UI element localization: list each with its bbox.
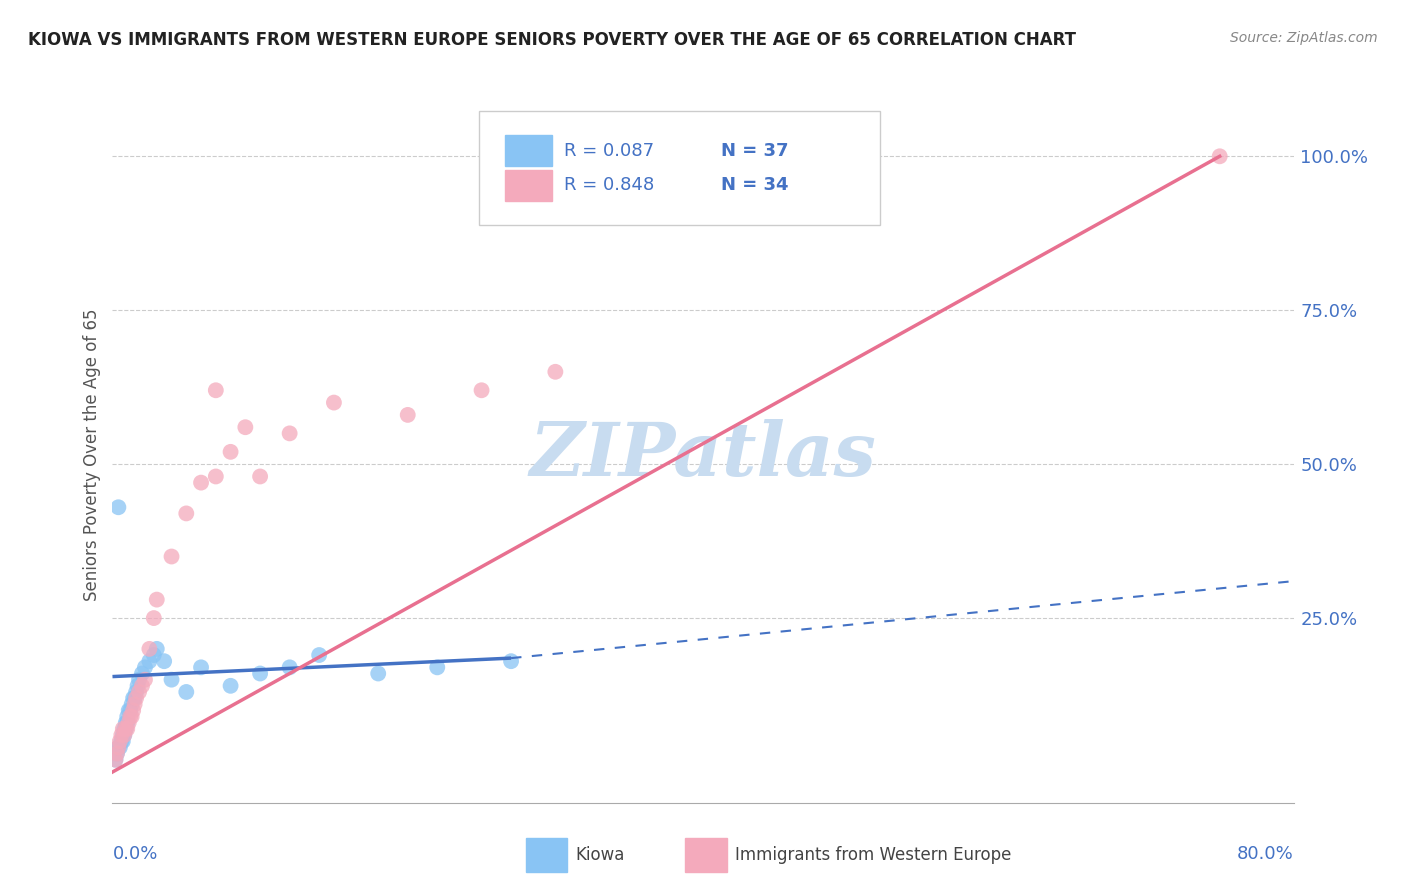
Point <box>117 715 138 730</box>
Text: ZIPatlas: ZIPatlas <box>530 418 876 491</box>
Point <box>160 673 183 687</box>
Point <box>205 384 228 398</box>
Point <box>108 734 131 748</box>
Point <box>128 685 150 699</box>
Point <box>190 475 212 490</box>
Text: 80.0%: 80.0% <box>1237 845 1294 863</box>
Point <box>1208 149 1232 163</box>
Point <box>107 500 129 515</box>
Point <box>112 728 135 742</box>
Point <box>160 549 183 564</box>
Point <box>118 715 141 730</box>
Point <box>249 666 271 681</box>
Point <box>114 715 136 730</box>
Point <box>108 740 131 755</box>
Point <box>105 747 128 761</box>
Point <box>117 709 138 723</box>
Point <box>544 365 567 379</box>
Point <box>104 753 127 767</box>
Point <box>205 469 228 483</box>
Point <box>470 384 494 398</box>
Point <box>121 709 143 723</box>
Point <box>308 648 330 662</box>
Point <box>112 728 135 742</box>
Point <box>110 734 132 748</box>
Text: R = 0.087: R = 0.087 <box>564 142 654 160</box>
Point <box>142 648 165 662</box>
Point <box>367 666 389 681</box>
Point <box>104 753 127 767</box>
Point <box>146 592 169 607</box>
Point <box>121 698 143 712</box>
Point <box>190 660 212 674</box>
Point <box>111 722 134 736</box>
Point <box>122 691 145 706</box>
Text: 0.0%: 0.0% <box>112 845 157 863</box>
Point <box>153 654 176 668</box>
Point <box>111 728 134 742</box>
Point <box>134 673 156 687</box>
Point <box>396 408 419 422</box>
Text: KIOWA VS IMMIGRANTS FROM WESTERN EUROPE SENIORS POVERTY OVER THE AGE OF 65 CORRE: KIOWA VS IMMIGRANTS FROM WESTERN EUROPE … <box>28 31 1076 49</box>
Point <box>278 426 301 441</box>
FancyBboxPatch shape <box>478 111 880 226</box>
Y-axis label: Seniors Poverty Over the Age of 65: Seniors Poverty Over the Age of 65 <box>83 309 101 601</box>
Point <box>112 722 135 736</box>
Point <box>120 709 142 723</box>
Point <box>125 691 148 706</box>
Point <box>107 740 129 755</box>
Point <box>426 660 449 674</box>
Point <box>118 703 141 717</box>
Text: Immigrants from Western Europe: Immigrants from Western Europe <box>735 846 1011 864</box>
Point <box>124 691 146 706</box>
Point <box>146 641 169 656</box>
Point <box>117 722 138 736</box>
Point <box>131 666 153 681</box>
Point <box>138 654 160 668</box>
Point <box>138 641 160 656</box>
Bar <box>526 838 567 872</box>
Point <box>124 698 146 712</box>
Bar <box>505 169 551 201</box>
Text: Source: ZipAtlas.com: Source: ZipAtlas.com <box>1230 31 1378 45</box>
Point <box>114 722 136 736</box>
Bar <box>685 838 727 872</box>
Point <box>125 685 148 699</box>
Point <box>174 507 197 521</box>
Text: R = 0.848: R = 0.848 <box>564 177 654 194</box>
Point <box>131 679 153 693</box>
Point <box>134 660 156 674</box>
Text: Kiowa: Kiowa <box>575 846 624 864</box>
Point <box>110 728 132 742</box>
Point <box>249 469 271 483</box>
Text: N = 37: N = 37 <box>721 142 789 160</box>
Point <box>174 685 197 699</box>
Point <box>105 747 128 761</box>
Point <box>122 703 145 717</box>
Point <box>127 679 149 693</box>
Point <box>111 734 134 748</box>
Point <box>114 722 136 736</box>
Point <box>278 660 301 674</box>
Point <box>107 740 129 755</box>
Point <box>142 611 165 625</box>
Point <box>501 654 523 668</box>
Text: N = 34: N = 34 <box>721 177 789 194</box>
Point <box>219 679 242 693</box>
Point <box>219 445 242 459</box>
Point <box>323 395 346 409</box>
Point <box>120 703 142 717</box>
Point <box>233 420 256 434</box>
Bar <box>505 135 551 166</box>
Point <box>128 673 150 687</box>
